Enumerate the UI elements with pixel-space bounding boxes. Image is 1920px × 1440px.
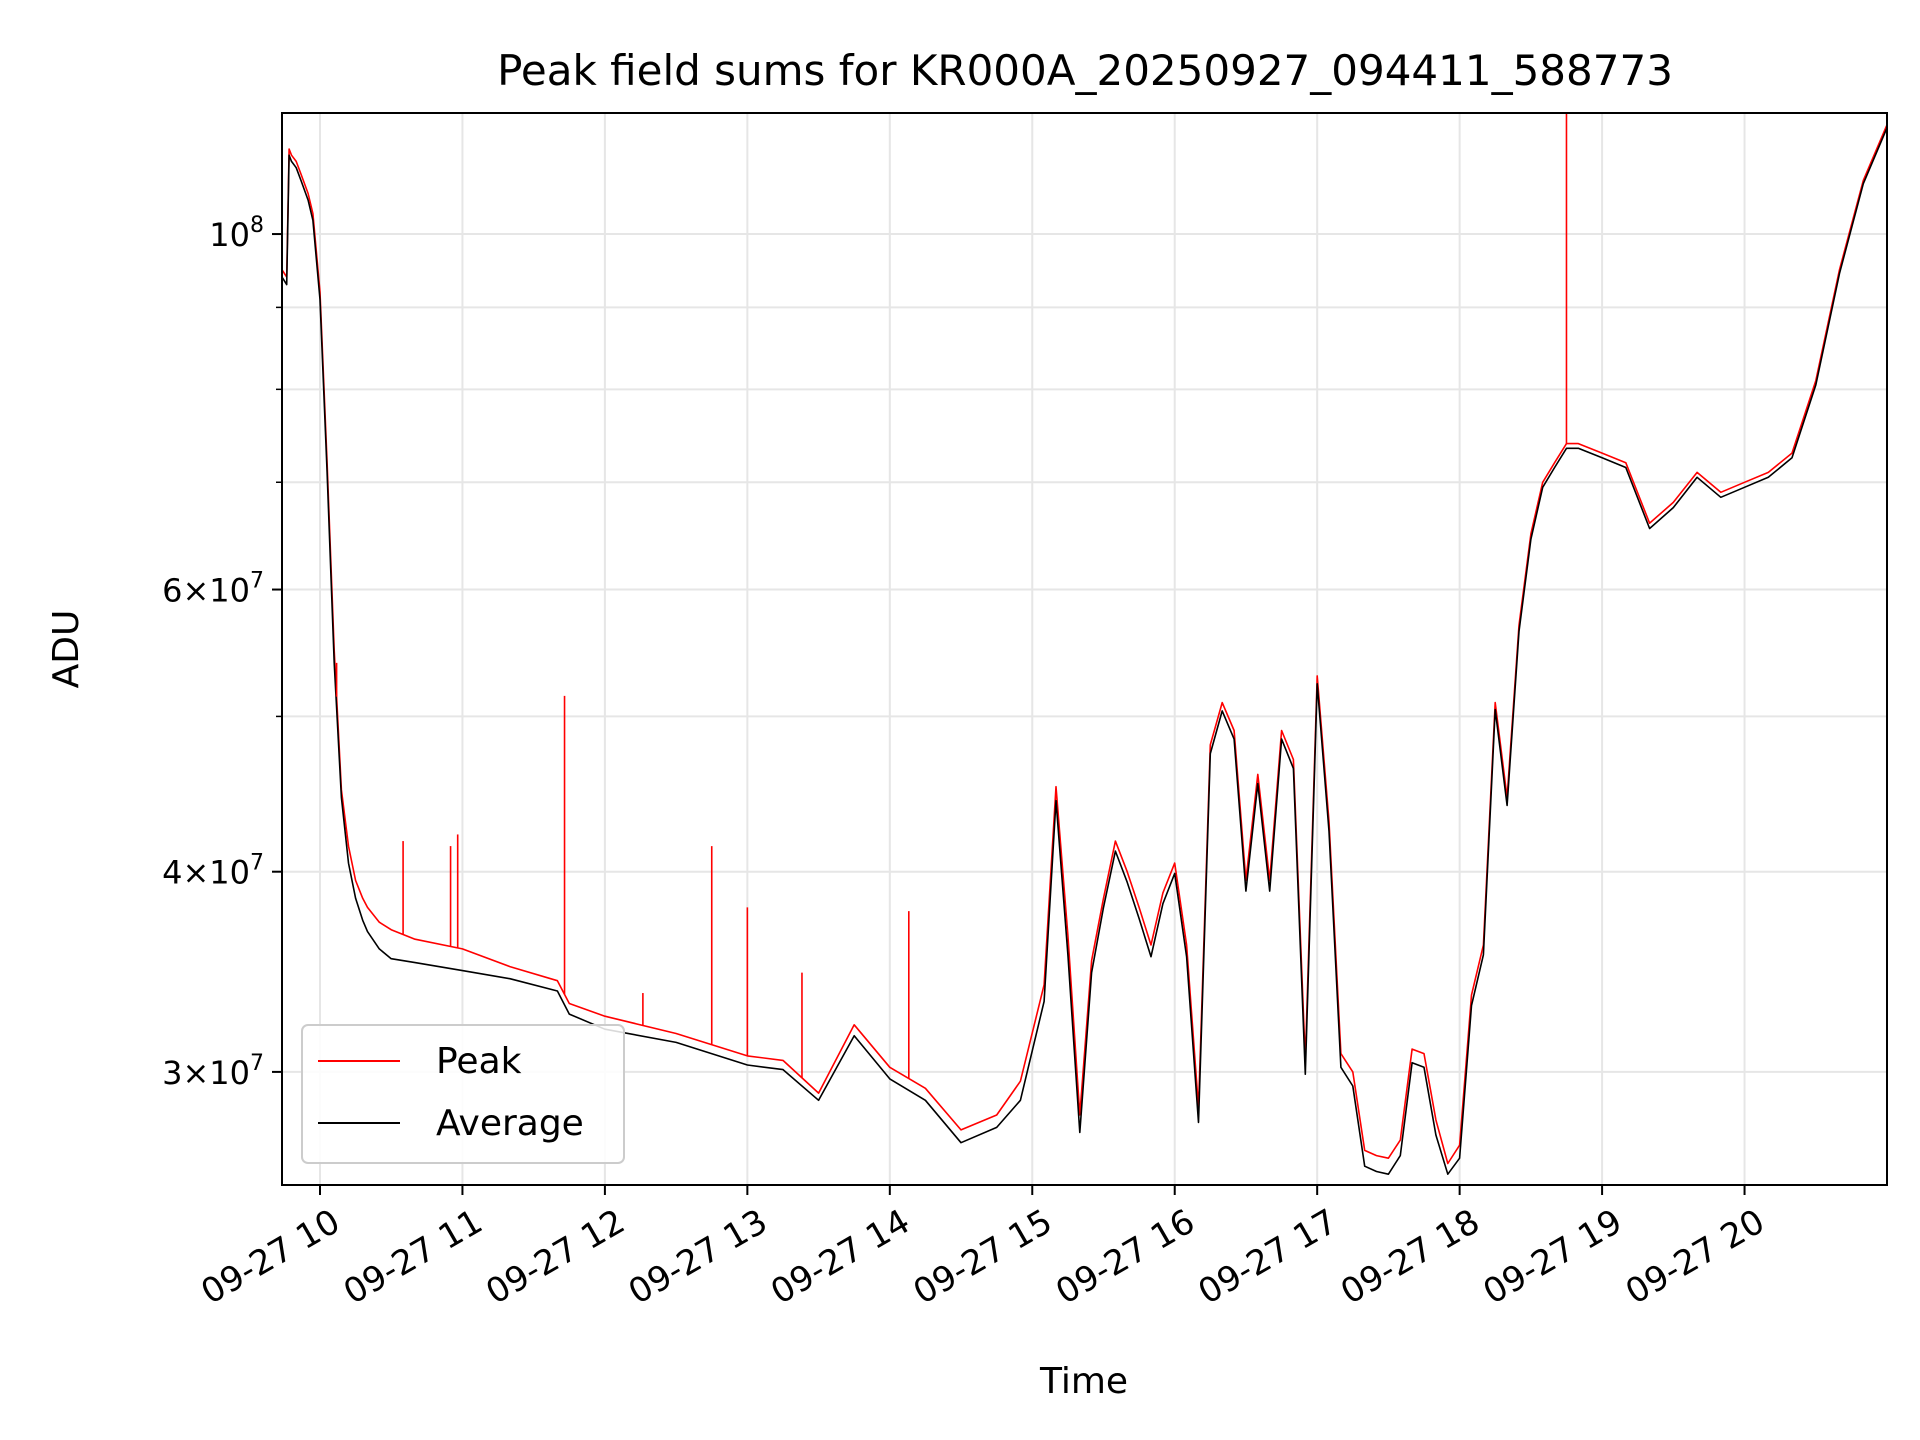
y-tick-label: 3×107 — [162, 1051, 264, 1092]
x-axis-label: Time — [1039, 1361, 1128, 1402]
legend-box — [301, 1024, 625, 1164]
grid — [282, 113, 1887, 1185]
legend-label-peak: Peak — [436, 1041, 522, 1082]
y-tick-label: 6×107 — [162, 569, 264, 610]
y-axis-label: ADU — [46, 610, 87, 689]
y-tick-label: 4×107 — [162, 851, 264, 892]
series-line-average — [281, 127, 1888, 1175]
legend-label-average: Average — [436, 1103, 584, 1144]
series-layer — [281, 113, 1888, 1175]
legend: Peak Average — [301, 1024, 625, 1164]
series-line-peak — [281, 124, 1888, 1165]
plot-frame — [281, 112, 1888, 1186]
chart-title: Peak field sums for KR000A_20250927_0944… — [497, 46, 1673, 95]
